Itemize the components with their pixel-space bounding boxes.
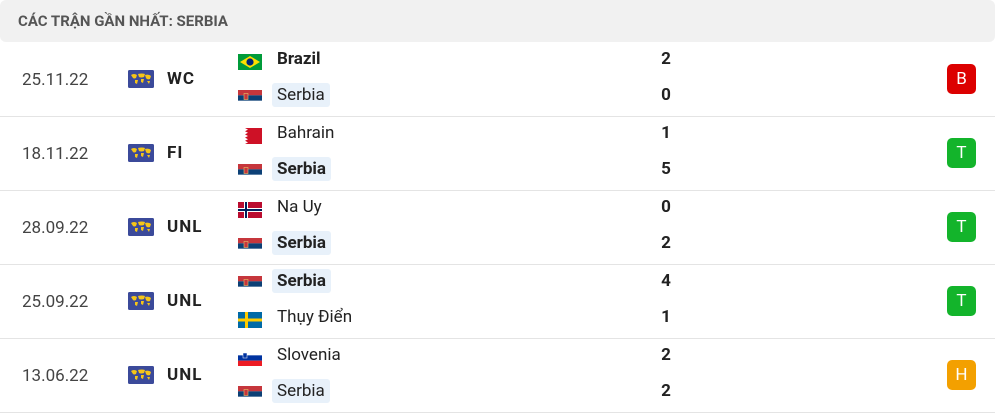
result-badge: B [947, 64, 976, 94]
competition-icon [128, 218, 154, 236]
team-name: Brazil [277, 49, 321, 69]
match-date: 25.11.22 [22, 70, 89, 90]
team-name: Bahrain [277, 123, 335, 143]
team-flag [238, 54, 262, 70]
result-badge: T [947, 138, 976, 168]
team-score: 2 [661, 233, 671, 253]
team-score: 2 [661, 345, 671, 365]
team-flag [238, 90, 262, 106]
team-flag [238, 238, 262, 254]
competition-icon [128, 70, 154, 88]
team-score: 2 [661, 49, 671, 69]
team-name: Thụy Điển [277, 307, 353, 327]
team-flag [238, 202, 262, 218]
team-flag [238, 312, 262, 328]
match-row: 25.11.22 WC Brazil 2 Serbia 0 B [0, 42, 995, 117]
team-score: 1 [661, 307, 671, 327]
competition-icon [128, 366, 154, 384]
team-flag [238, 276, 262, 292]
match-row: 18.11.22 FI Bahrain 1 Serbia 5 T [0, 116, 995, 191]
match-row: 25.09.22 UNL Serbia 4 Thụy Điển 1 T [0, 264, 995, 339]
competition: UNL [167, 365, 203, 385]
competition: FI [167, 143, 184, 163]
team-score: 4 [661, 271, 671, 291]
team-score: 0 [661, 85, 671, 105]
team-flag [238, 386, 262, 402]
match-date: 13.06.22 [22, 366, 89, 386]
header: CÁC TRẬN GẦN NHẤT: SERBIA [0, 0, 995, 42]
match-date: 18.11.22 [22, 144, 89, 164]
competition: UNL [167, 291, 203, 311]
team-name: Serbia [272, 269, 332, 293]
header-title: CÁC TRẬN GẦN NHẤT: SERBIA [18, 12, 229, 30]
team-name: Serbia [272, 83, 330, 107]
team-flag [238, 350, 262, 366]
team-name: Na Uy [277, 197, 322, 217]
result-badge: T [947, 286, 976, 316]
team-score: 0 [661, 197, 671, 217]
result-badge: T [947, 212, 976, 242]
competition: WC [167, 69, 195, 89]
competition: UNL [167, 217, 203, 237]
team-name: Serbia [272, 231, 332, 255]
result-badge: H [947, 360, 976, 390]
team-score: 2 [661, 381, 671, 401]
team-name: Slovenia [277, 345, 341, 365]
match-row: 13.06.22 UNL Slovenia 2 Serbia 2 H [0, 338, 995, 413]
match-date: 28.09.22 [22, 218, 89, 238]
competition-icon [128, 144, 154, 162]
match-row: 28.09.22 UNL Na Uy 0 Serbia 2 T [0, 190, 995, 265]
team-score: 5 [661, 159, 671, 179]
team-flag [238, 128, 262, 144]
competition-icon [128, 292, 154, 310]
team-name: Serbia [272, 379, 330, 403]
team-score: 1 [661, 123, 671, 143]
match-date: 25.09.22 [22, 292, 89, 312]
team-flag [238, 164, 262, 180]
team-name: Serbia [272, 157, 332, 181]
